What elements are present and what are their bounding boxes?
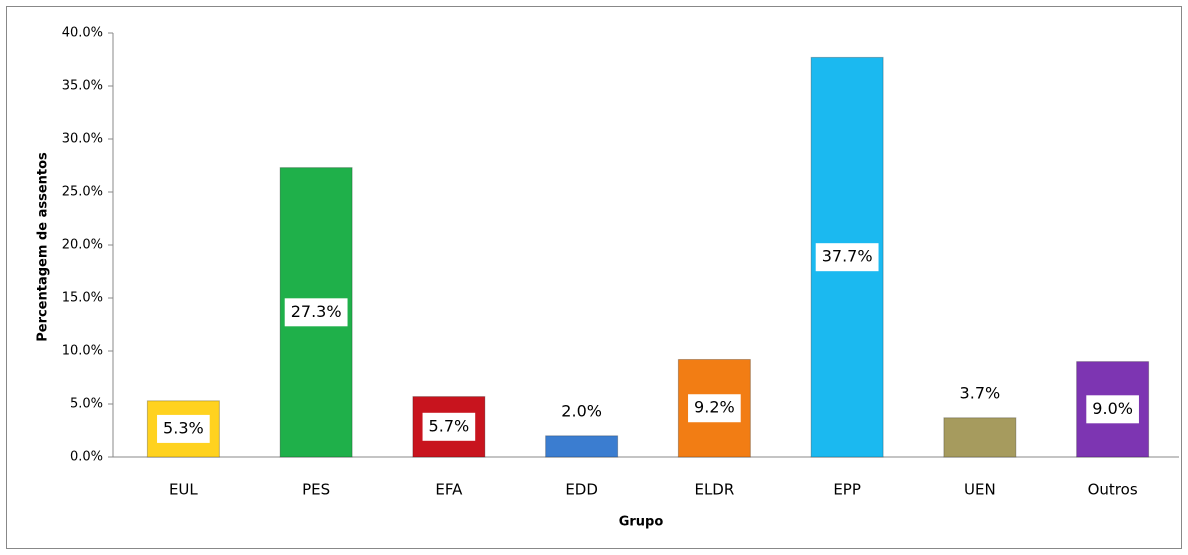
data-label: 5.7% xyxy=(429,416,470,435)
y-tick-label: 0.0% xyxy=(70,450,103,465)
chart-frame xyxy=(6,6,1182,549)
data-label: 2.0% xyxy=(561,401,602,420)
data-label: 9.2% xyxy=(694,398,735,417)
y-tick-label: 5.0% xyxy=(70,397,103,412)
x-tick-label: UEN xyxy=(964,481,996,499)
data-label: 9.0% xyxy=(1092,399,1133,418)
y-axis-title: Percentagem de assentos xyxy=(36,152,51,342)
data-label: 37.7% xyxy=(822,247,873,266)
data-label-box xyxy=(157,414,210,443)
y-tick-label: 35.0% xyxy=(62,79,103,94)
data-label-box xyxy=(422,412,476,441)
bar xyxy=(545,435,619,458)
y-tick-label: 40.0% xyxy=(62,26,103,41)
data-label-box xyxy=(815,243,879,272)
x-tick-label: PES xyxy=(302,481,330,499)
data-label-box xyxy=(284,298,348,327)
x-tick-label: Outros xyxy=(1088,481,1138,499)
y-tick-label: 30.0% xyxy=(62,132,103,147)
bar xyxy=(943,417,1017,458)
x-tick-label: EUL xyxy=(169,481,198,499)
x-tick-label: ELDR xyxy=(694,481,734,499)
data-label-box xyxy=(1086,395,1139,424)
data-label: 3.7% xyxy=(960,383,1001,402)
x-tick-label: EFA xyxy=(435,481,463,499)
y-tick-label: 25.0% xyxy=(62,185,103,200)
y-tick-label: 10.0% xyxy=(62,344,103,359)
y-tick-label: 20.0% xyxy=(62,238,103,253)
data-label-box xyxy=(555,397,608,426)
data-label: 5.3% xyxy=(163,418,204,437)
x-tick-label: EPP xyxy=(833,481,861,499)
data-label: 27.3% xyxy=(291,302,342,321)
x-tick-label: EDD xyxy=(565,481,598,499)
y-tick-label: 15.0% xyxy=(62,291,103,306)
x-axis-title: Grupo xyxy=(619,515,664,530)
data-label-box xyxy=(953,379,1007,408)
data-label-box xyxy=(688,394,741,423)
